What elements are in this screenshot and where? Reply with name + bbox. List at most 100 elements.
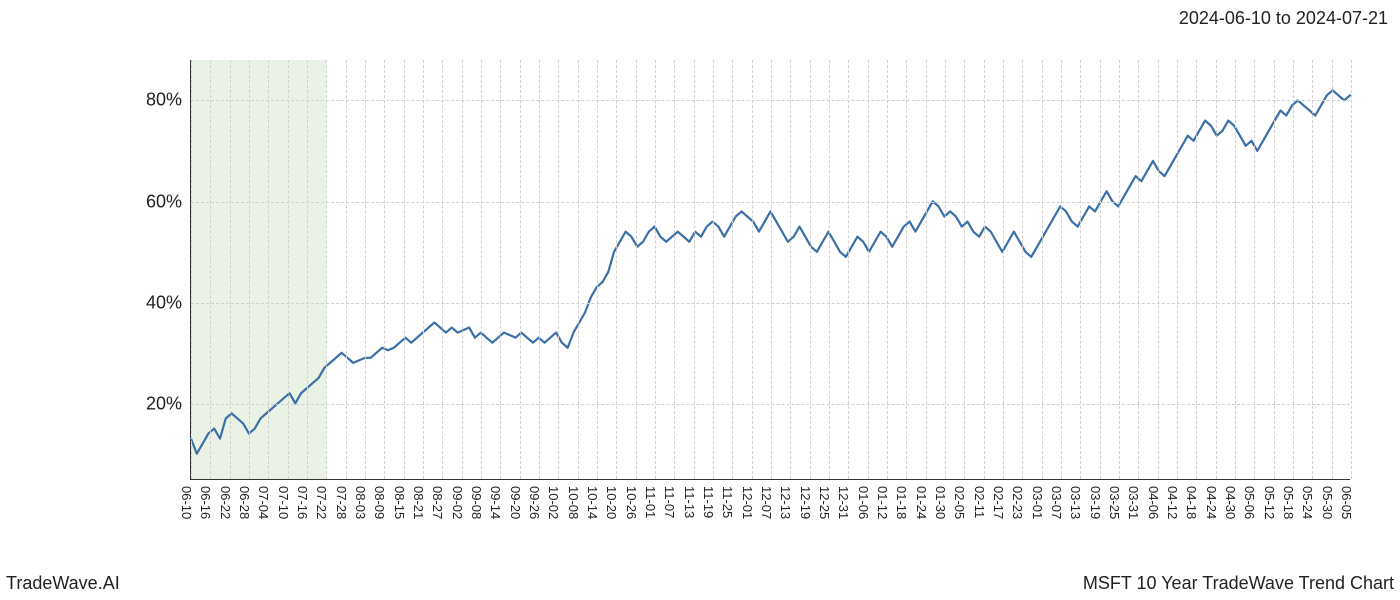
xtick-label: 01-06: [856, 486, 871, 519]
xtick-label: 05-24: [1300, 486, 1315, 519]
vgrid-line: [752, 60, 753, 479]
vgrid-line: [520, 60, 521, 479]
vgrid-line: [481, 60, 482, 479]
vgrid-line: [423, 60, 424, 479]
xtick-label: 02-23: [1010, 486, 1025, 519]
xtick-label: 07-28: [334, 486, 349, 519]
ytick-label: 40%: [122, 292, 182, 313]
xtick-label: 10-08: [566, 486, 581, 519]
vgrid-line: [790, 60, 791, 479]
vgrid-line: [210, 60, 211, 479]
xtick-label: 03-19: [1088, 486, 1103, 519]
xtick-label: 04-18: [1184, 486, 1199, 519]
vgrid-line: [1022, 60, 1023, 479]
ytick-label: 20%: [122, 394, 182, 415]
date-range-label: 2024-06-10 to 2024-07-21: [1179, 8, 1388, 29]
vgrid-line: [384, 60, 385, 479]
xtick-label: 04-30: [1223, 486, 1238, 519]
vgrid-line: [404, 60, 405, 479]
xtick-label: 08-15: [392, 486, 407, 519]
vgrid-line: [365, 60, 366, 479]
xtick-label: 03-13: [1068, 486, 1083, 519]
vgrid-line: [1274, 60, 1275, 479]
xtick-label: 04-24: [1204, 486, 1219, 519]
vgrid-line: [1100, 60, 1101, 479]
xtick-label: 02-17: [991, 486, 1006, 519]
xtick-label: 08-03: [353, 486, 368, 519]
vgrid-line: [868, 60, 869, 479]
vgrid-line: [810, 60, 811, 479]
vgrid-line: [945, 60, 946, 479]
xtick-label: 03-31: [1126, 486, 1141, 519]
xtick-label: 09-26: [527, 486, 542, 519]
chart-title-text: MSFT 10 Year TradeWave Trend Chart: [1083, 573, 1394, 594]
vgrid-line: [191, 60, 192, 479]
vgrid-line: [674, 60, 675, 479]
vgrid-line: [1138, 60, 1139, 479]
xtick-label: 09-20: [508, 486, 523, 519]
vgrid-line: [1003, 60, 1004, 479]
vgrid-line: [1080, 60, 1081, 479]
xtick-label: 04-06: [1146, 486, 1161, 519]
vgrid-line: [597, 60, 598, 479]
vgrid-line: [558, 60, 559, 479]
xtick-label: 07-22: [314, 486, 329, 519]
xtick-label: 10-02: [546, 486, 561, 519]
xtick-label: 07-04: [256, 486, 271, 519]
vgrid-line: [926, 60, 927, 479]
xtick-label: 12-31: [836, 486, 851, 519]
vgrid-line: [268, 60, 269, 479]
xtick-label: 08-21: [411, 486, 426, 519]
vgrid-line: [1216, 60, 1217, 479]
xtick-label: 05-12: [1262, 486, 1277, 519]
vgrid-line: [578, 60, 579, 479]
vgrid-line: [713, 60, 714, 479]
vgrid-line: [1351, 60, 1352, 479]
vgrid-line: [616, 60, 617, 479]
watermark-text: TradeWave.AI: [6, 573, 120, 594]
vgrid-line: [288, 60, 289, 479]
vgrid-line: [462, 60, 463, 479]
xtick-label: 10-26: [624, 486, 639, 519]
vgrid-line: [887, 60, 888, 479]
xtick-label: 09-02: [450, 486, 465, 519]
xtick-label: 09-08: [469, 486, 484, 519]
xtick-label: 06-22: [218, 486, 233, 519]
vgrid-line: [326, 60, 327, 479]
vgrid-line: [732, 60, 733, 479]
vgrid-line: [636, 60, 637, 479]
xtick-label: 05-06: [1242, 486, 1257, 519]
xtick-label: 11-25: [720, 486, 735, 518]
xtick-label: 10-20: [604, 486, 619, 519]
vgrid-line: [1235, 60, 1236, 479]
xtick-label: 06-05: [1339, 486, 1354, 519]
vgrid-line: [1312, 60, 1313, 479]
ytick-label: 80%: [122, 90, 182, 111]
xtick-label: 01-18: [894, 486, 909, 519]
xtick-label: 03-25: [1107, 486, 1122, 519]
xtick-label: 12-25: [817, 486, 832, 519]
vgrid-line: [984, 60, 985, 479]
xtick-label: 11-07: [662, 486, 677, 518]
vgrid-line: [655, 60, 656, 479]
xtick-label: 01-24: [914, 486, 929, 519]
vgrid-line: [848, 60, 849, 479]
xtick-label: 12-13: [778, 486, 793, 519]
xtick-label: 04-12: [1165, 486, 1180, 519]
vgrid-line: [829, 60, 830, 479]
vgrid-line: [1293, 60, 1294, 479]
vgrid-line: [249, 60, 250, 479]
vgrid-line: [1061, 60, 1062, 479]
vgrid-line: [230, 60, 231, 479]
vgrid-line: [1254, 60, 1255, 479]
xtick-label: 06-10: [179, 486, 194, 519]
vgrid-line: [1119, 60, 1120, 479]
xtick-label: 03-07: [1049, 486, 1064, 519]
xtick-label: 06-16: [198, 486, 213, 519]
xtick-label: 02-05: [952, 486, 967, 519]
vgrid-line: [539, 60, 540, 479]
xtick-label: 12-19: [798, 486, 813, 519]
xtick-label: 06-28: [237, 486, 252, 519]
xtick-label: 05-30: [1320, 486, 1335, 519]
xtick-label: 08-27: [430, 486, 445, 519]
